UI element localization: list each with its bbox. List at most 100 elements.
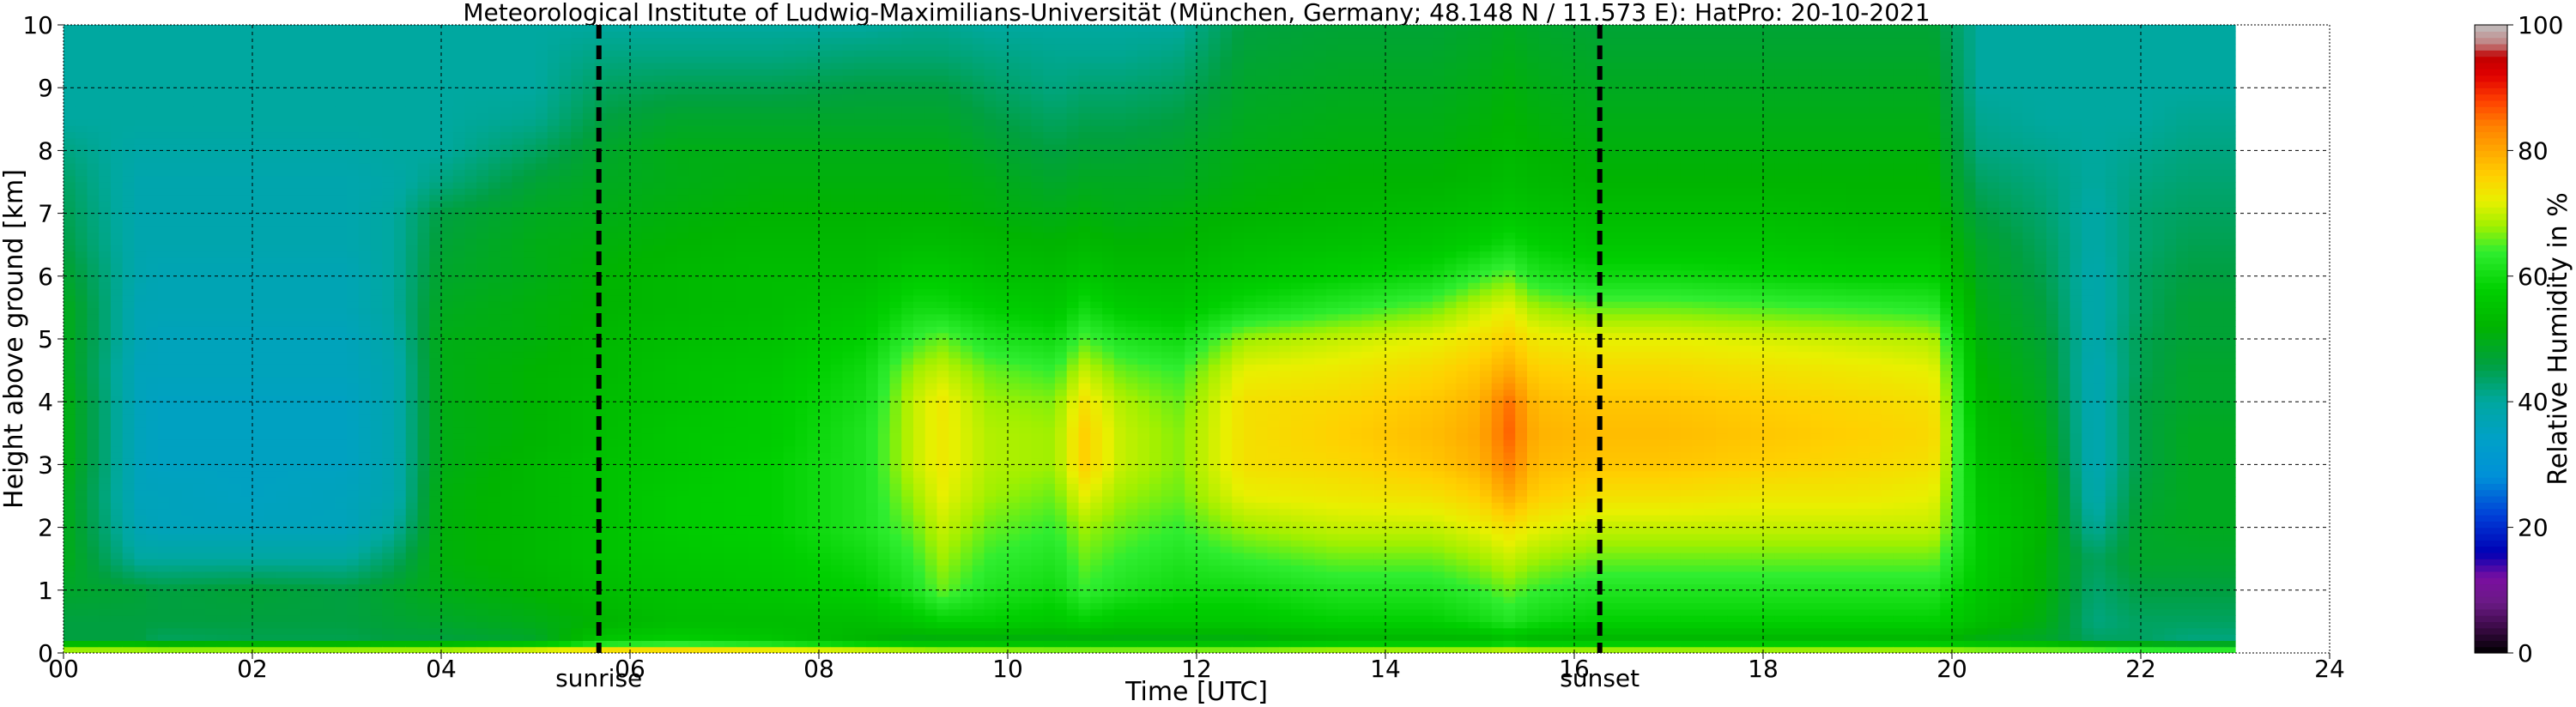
heatmap-cell <box>382 188 395 196</box>
heatmap-cell <box>111 37 124 45</box>
heatmap-cell <box>216 627 230 635</box>
heatmap-cell <box>606 351 619 359</box>
heatmap-cell <box>205 521 218 529</box>
heatmap-cell <box>488 502 501 510</box>
heatmap-cell <box>630 502 643 510</box>
heatmap-cell <box>335 263 348 271</box>
heatmap-cell <box>452 251 466 258</box>
heatmap-cell <box>464 320 477 327</box>
heatmap-cell <box>441 646 454 653</box>
heatmap-cell <box>288 439 300 447</box>
heatmap-cell <box>134 521 147 529</box>
heatmap-cell <box>606 496 619 503</box>
heatmap-cell <box>358 175 372 183</box>
heatmap-cell <box>382 514 395 522</box>
heatmap-cell <box>394 508 407 516</box>
heatmap-cell <box>264 56 277 63</box>
heatmap-cell <box>134 640 147 648</box>
heatmap-cell <box>288 118 300 126</box>
heatmap-cell <box>111 50 124 57</box>
heatmap-cell <box>335 489 348 497</box>
heatmap-cell <box>347 150 360 158</box>
heatmap-cell <box>476 608 489 616</box>
heatmap-cell <box>464 56 477 63</box>
heatmap-cell <box>547 389 561 396</box>
heatmap-cell <box>500 408 513 415</box>
heatmap-cell <box>405 88 419 95</box>
heatmap-cell <box>323 376 336 384</box>
heatmap-cell <box>630 615 643 622</box>
heatmap-cell <box>158 351 171 359</box>
heatmap-cell <box>500 25 513 32</box>
heatmap-cell <box>205 533 218 541</box>
heatmap-cell <box>146 301 159 308</box>
heatmap-cell <box>64 156 76 164</box>
heatmap-cell <box>641 627 655 635</box>
heatmap-cell <box>488 577 501 585</box>
heatmap-cell <box>394 527 407 535</box>
heatmap-cell <box>240 464 253 472</box>
heatmap-cell <box>618 426 631 434</box>
heatmap-cell <box>87 175 100 183</box>
heatmap-cell <box>488 275 501 283</box>
heatmap-cell <box>323 163 336 170</box>
heatmap-cell <box>64 112 76 120</box>
heatmap-cell <box>276 339 288 346</box>
heatmap-cell <box>358 137 372 145</box>
heatmap-cell <box>382 439 395 447</box>
heatmap-cell <box>311 527 324 535</box>
heatmap-cell <box>228 43 241 51</box>
heatmap-cell <box>311 483 324 491</box>
heatmap-cell <box>559 326 572 334</box>
heatmap-cell <box>75 182 88 189</box>
heatmap-cell <box>618 439 631 447</box>
heatmap-cell <box>641 169 655 177</box>
heatmap-cell <box>464 496 477 503</box>
heatmap-cell <box>99 31 112 39</box>
heatmap-cell <box>441 169 454 177</box>
heatmap-cell <box>276 131 288 139</box>
heatmap-cell <box>276 608 288 616</box>
heatmap-cell <box>240 106 253 114</box>
heatmap-cell <box>559 232 572 239</box>
heatmap-cell <box>500 559 513 566</box>
heatmap-cell <box>252 62 265 69</box>
heatmap-cell <box>300 88 312 95</box>
heatmap-cell <box>99 577 112 585</box>
heatmap-cell <box>216 559 230 566</box>
heatmap-cell <box>146 383 159 390</box>
heatmap-cell <box>524 43 536 51</box>
heatmap-cell <box>417 602 430 610</box>
heatmap-cell <box>547 326 561 334</box>
heatmap-cell <box>276 508 288 516</box>
heatmap-cell <box>571 364 584 372</box>
heatmap-cell <box>536 320 549 327</box>
heatmap-cell <box>99 451 112 459</box>
heatmap-cell <box>476 263 489 271</box>
heatmap-cell <box>87 263 100 271</box>
heatmap-cell <box>405 383 419 390</box>
heatmap-cell <box>441 213 454 221</box>
heatmap-cell <box>441 608 454 616</box>
heatmap-cell <box>158 219 171 227</box>
heatmap-cell <box>583 169 596 177</box>
heatmap-cell <box>347 357 360 365</box>
heatmap-cell <box>630 602 643 610</box>
heatmap-cell <box>252 621 265 629</box>
heatmap-cell <box>512 301 524 308</box>
heatmap-cell <box>358 470 372 478</box>
heatmap-cell <box>276 596 288 604</box>
heatmap-cell <box>547 37 561 45</box>
heatmap-cell <box>64 432 76 440</box>
heatmap-cell <box>122 88 136 95</box>
heatmap-cell <box>618 194 631 202</box>
heatmap-cell <box>618 414 631 421</box>
heatmap-cell <box>252 169 265 177</box>
heatmap-cell <box>571 470 584 478</box>
heatmap-cell <box>323 125 336 133</box>
heatmap-cell <box>382 263 395 271</box>
heatmap-cell <box>417 131 430 139</box>
heatmap-cell <box>441 56 454 63</box>
heatmap-cell <box>75 552 88 559</box>
heatmap-cell <box>464 232 477 239</box>
